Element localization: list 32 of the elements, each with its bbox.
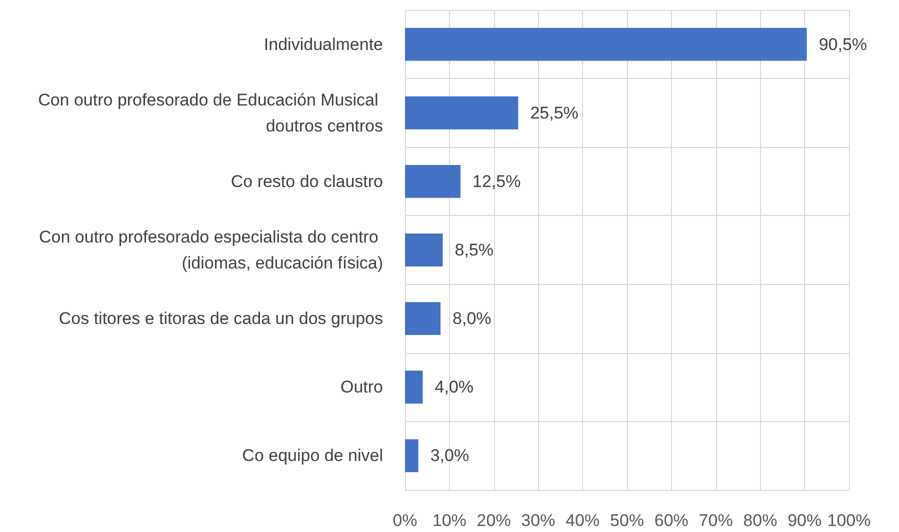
x-tick-label: 100% bbox=[827, 511, 871, 530]
x-tick-label: 10% bbox=[432, 511, 466, 530]
x-tick-label: 20% bbox=[476, 511, 511, 530]
bar bbox=[405, 370, 423, 404]
bar bbox=[405, 439, 418, 472]
bar bbox=[405, 96, 518, 130]
data-label: 25,5% bbox=[530, 103, 578, 122]
y-tick-label: Outro bbox=[340, 378, 383, 397]
x-tick-label: 60% bbox=[654, 511, 688, 530]
bar bbox=[405, 28, 807, 61]
y-tick-label: Co resto do claustro bbox=[230, 172, 383, 191]
y-tick-label: Con outro profesorado de Educación Musical doutros centros bbox=[38, 90, 383, 136]
data-label: 4,0% bbox=[434, 378, 474, 397]
x-tick-label: 70% bbox=[698, 511, 733, 530]
bar bbox=[405, 234, 443, 266]
y-tick-label: Cos titores e titoras de cada un dos grupos bbox=[58, 309, 383, 328]
x-tick-label: 40% bbox=[566, 511, 600, 530]
x-tick-label: 90% bbox=[788, 511, 822, 530]
x-tick-label: 50% bbox=[610, 511, 644, 530]
y-tick-label: Co equipo de nivel bbox=[242, 446, 383, 466]
bar bbox=[405, 164, 460, 198]
data-label: 8,0% bbox=[452, 309, 492, 328]
data-label: 8,5% bbox=[454, 240, 494, 260]
y-tick-label: Con outro profesorado especialista do centro (idiomas, educación física) bbox=[39, 228, 383, 272]
bar bbox=[405, 302, 441, 336]
data-label: 12,5% bbox=[472, 172, 521, 191]
data-label: 3,0% bbox=[430, 446, 470, 466]
x-tick-label: 80% bbox=[743, 511, 778, 530]
x-tick-label: 30% bbox=[521, 511, 556, 530]
data-label: 90,5% bbox=[818, 34, 868, 54]
x-tick-label: 0% bbox=[392, 511, 418, 530]
y-tick-label: Individualmente bbox=[264, 34, 383, 54]
